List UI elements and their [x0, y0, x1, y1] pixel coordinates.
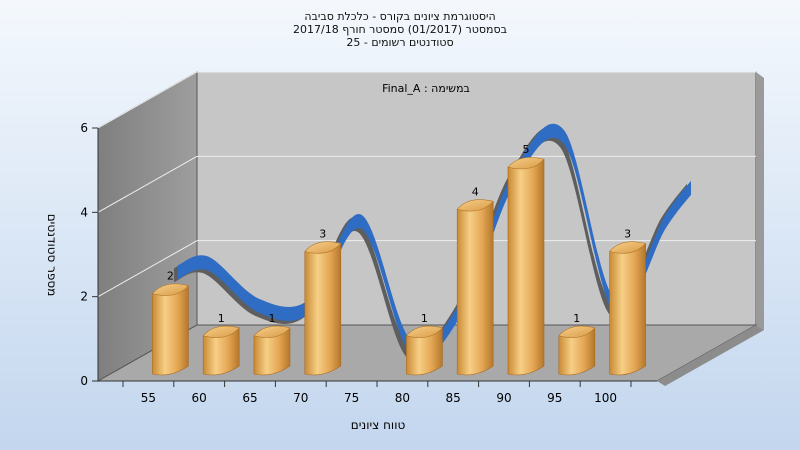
gridline — [97, 240, 198, 298]
gridlines — [97, 71, 756, 298]
bar-top — [253, 325, 291, 338]
gridline — [97, 155, 198, 213]
x-tick-label: 95 — [547, 391, 562, 405]
bar-top — [304, 241, 342, 254]
data-label: 4 — [472, 185, 479, 198]
x-axis-label: טווח ציונים — [351, 418, 406, 432]
x-tick-label: 70 — [293, 391, 308, 405]
x-tick-label: 60 — [192, 391, 207, 405]
x-tick-label: 90 — [496, 391, 511, 405]
y-tick-label: 6 — [80, 121, 88, 135]
chart-title-line-1: היסטוגרמת ציונים בקורס - כלכלת סביבה — [304, 10, 496, 23]
data-label: 2 — [167, 270, 174, 283]
back-wall-edge — [756, 72, 764, 330]
floor-edge — [657, 325, 764, 386]
bar — [152, 285, 189, 376]
data-label: 1 — [573, 312, 580, 325]
y-tick-label: 4 — [80, 205, 88, 219]
data-label: 1 — [269, 312, 276, 325]
chart-title-block: היסטוגרמת ציונים בקורס - כלכלת סביבה בסמ… — [0, 10, 800, 49]
data-label: 1 — [218, 312, 225, 325]
x-tick-label: 85 — [446, 391, 461, 405]
x-tick-label: 55 — [141, 391, 156, 405]
bar-top — [202, 325, 240, 338]
x-tick-label: 80 — [395, 391, 410, 405]
data-label: 3 — [319, 228, 326, 241]
y-tick-label: 2 — [80, 290, 88, 304]
bar-top — [507, 157, 545, 170]
bars — [151, 157, 647, 376]
bar — [304, 243, 342, 376]
data-labels: 2 1 1 3 1 4 5 1 3 — [167, 143, 631, 325]
bar-top — [405, 325, 443, 338]
data-label: 5 — [523, 143, 530, 156]
y-axis-label: מספר סטודנטים — [45, 214, 59, 297]
bar-top — [456, 199, 494, 212]
gridline — [97, 71, 198, 129]
annotation-text: במשימה : Final_A — [382, 82, 470, 95]
bar — [609, 243, 646, 376]
bar-top — [151, 283, 189, 296]
x-tick-label: 100 — [594, 391, 617, 405]
data-label: 1 — [421, 312, 428, 325]
x-axis-ticks: 55 60 65 70 75 80 85 90 95 100 — [122, 381, 632, 405]
bar-top — [609, 241, 647, 254]
y-tick-label: 0 — [80, 374, 88, 388]
bar — [507, 158, 545, 376]
bar — [456, 200, 494, 376]
data-label: 3 — [624, 228, 631, 241]
y-axis-ticks: 0 2 4 6 — [80, 121, 98, 388]
x-tick-label: 65 — [242, 391, 257, 405]
chart-title-line-2: בסמסטר (01/2017) סמסטר חורף 2017/18 — [293, 23, 507, 36]
x-tick-label: 75 — [344, 391, 359, 405]
chart-title-line-3: סטודנטים רשומים - 25 — [346, 36, 454, 49]
bar-top — [558, 325, 596, 338]
